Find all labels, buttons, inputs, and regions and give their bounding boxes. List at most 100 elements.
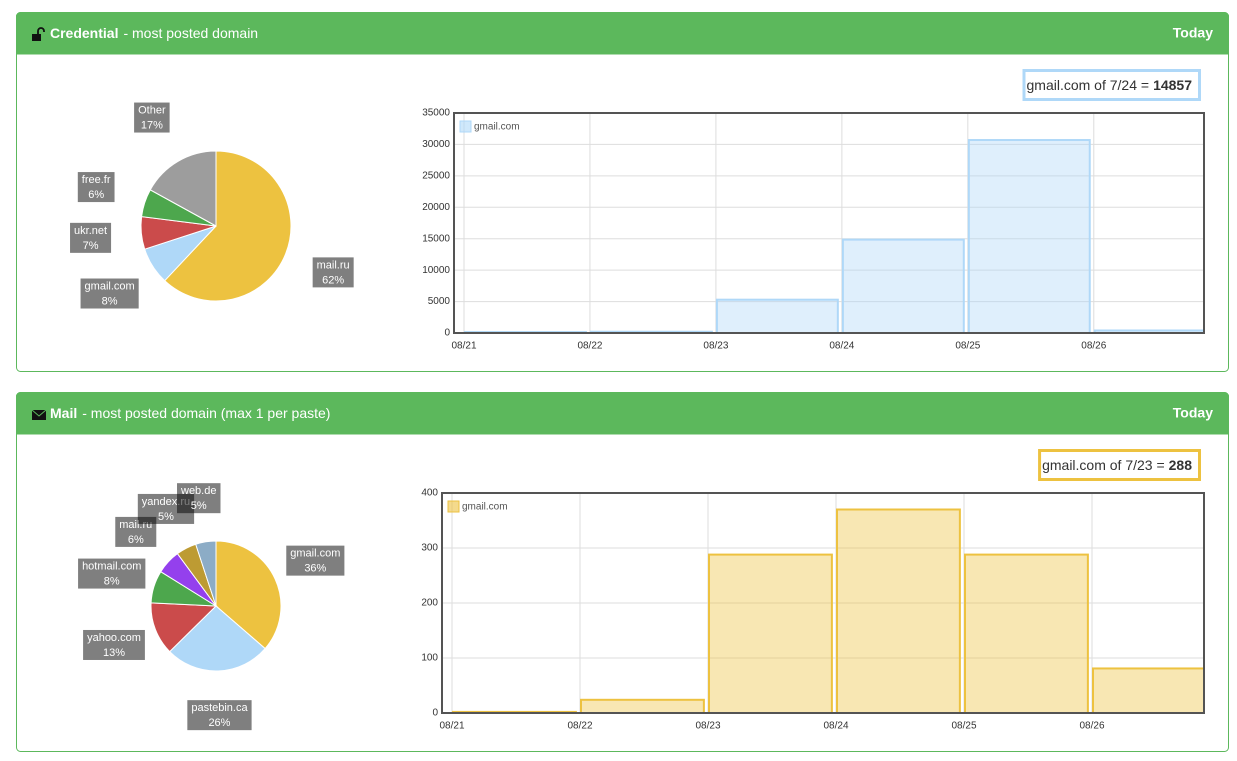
y-tick-label: 10000 bbox=[422, 265, 450, 276]
pie-label-box bbox=[83, 629, 145, 660]
y-tick-label: 300 bbox=[421, 543, 438, 554]
y-tick-label: 30000 bbox=[422, 139, 450, 150]
tooltip-box bbox=[1038, 449, 1201, 481]
x-tick-label: 08/24 bbox=[823, 721, 848, 732]
y-tick-label: 200 bbox=[421, 598, 438, 609]
panel-subtitle: - most posted domain (max 1 per paste) bbox=[82, 405, 330, 421]
pie-value-label: 8% bbox=[104, 575, 120, 587]
lock-icon bbox=[32, 34, 41, 41]
pie-label-box bbox=[134, 102, 170, 133]
x-tick-label: 08/25 bbox=[955, 341, 980, 352]
pie-slice bbox=[215, 540, 282, 650]
pie-label: free.fr bbox=[82, 174, 111, 186]
mail-icon-flap bbox=[31, 409, 47, 417]
y-tick-label: 100 bbox=[421, 653, 438, 664]
tooltip-value: 14857 bbox=[1153, 77, 1192, 93]
tooltip: gmail.com of 7/23 = 288 bbox=[1042, 457, 1192, 473]
bar bbox=[841, 238, 965, 334]
pie-label: hotmail.com bbox=[82, 560, 141, 572]
legend-label: gmail.com bbox=[462, 502, 508, 513]
plot-border bbox=[441, 492, 1205, 714]
tooltip-box bbox=[1022, 69, 1201, 101]
pie-value-label: 13% bbox=[103, 647, 125, 659]
pie-value-label: 7% bbox=[83, 240, 99, 252]
y-tick-label: 400 bbox=[421, 488, 438, 499]
pie-slice bbox=[168, 605, 266, 672]
legend-swatch bbox=[447, 500, 460, 513]
pie-label: yahoo.com bbox=[87, 632, 141, 644]
panel-period: Today bbox=[1173, 25, 1213, 41]
panel-subtitle: - most posted domain bbox=[123, 25, 258, 41]
pie-label-box bbox=[286, 545, 345, 576]
x-tick-label: 08/23 bbox=[703, 341, 728, 352]
pie-label-box bbox=[312, 257, 354, 288]
pie-label-box bbox=[77, 172, 115, 203]
tooltip-text: gmail.com of 7/23 = bbox=[1042, 457, 1165, 473]
pie-label-box bbox=[187, 700, 252, 731]
pie-label: gmail.com bbox=[290, 548, 340, 560]
legend-swatch bbox=[459, 120, 472, 133]
tooltip-value: 288 bbox=[1169, 457, 1193, 473]
y-tick-label: 0 bbox=[432, 708, 438, 719]
x-tick-label: 08/21 bbox=[439, 721, 464, 732]
panel-period: Today bbox=[1173, 405, 1213, 421]
x-tick-label: 08/21 bbox=[451, 341, 476, 352]
y-tick-label: 25000 bbox=[422, 170, 450, 181]
pie-label-box bbox=[70, 222, 112, 253]
y-tick-label: 0 bbox=[444, 328, 450, 339]
x-tick-label: 08/24 bbox=[829, 341, 854, 352]
pie-slice bbox=[163, 150, 292, 302]
pie-value-label: 36% bbox=[304, 563, 326, 575]
pie-value-label: 8% bbox=[102, 295, 118, 307]
mail-icon bbox=[32, 410, 46, 420]
pie-value-label: 17% bbox=[141, 119, 163, 131]
bar bbox=[836, 508, 961, 714]
pie-value-label: 6% bbox=[128, 534, 144, 546]
pie-slice bbox=[149, 150, 217, 227]
lock-icon-shackle bbox=[37, 27, 45, 34]
panel-title: Credential bbox=[50, 25, 118, 41]
legend-label: gmail.com bbox=[474, 122, 520, 133]
pie-label: Other bbox=[138, 104, 166, 116]
x-tick-label: 08/25 bbox=[951, 721, 976, 732]
panel: Credential - most posted domain Today gmail… bbox=[16, 12, 1229, 372]
bar bbox=[964, 553, 1089, 714]
pie-label: pastebin.ca bbox=[191, 702, 248, 714]
panel-heading: Credential - most posted domain bbox=[50, 25, 258, 41]
pie-label-box bbox=[177, 483, 221, 514]
y-tick-label: 20000 bbox=[422, 202, 450, 213]
x-tick-label: 08/23 bbox=[695, 721, 720, 732]
pie-value-label: 26% bbox=[208, 717, 230, 729]
pie-label: ukr.net bbox=[74, 225, 107, 237]
pie-value-label: 5% bbox=[158, 511, 174, 523]
bar bbox=[708, 553, 833, 714]
pie-label: gmail.com bbox=[85, 280, 135, 292]
pie-label-box bbox=[78, 558, 146, 589]
pie-label-box bbox=[80, 278, 139, 309]
panel: Mail - most posted domain (max 1 per past… bbox=[16, 392, 1229, 752]
bar bbox=[967, 139, 1091, 334]
pie-label: web.de bbox=[180, 485, 216, 497]
panel-heading: Mail - most posted domain (max 1 per past… bbox=[50, 405, 330, 421]
pie-value-label: 5% bbox=[191, 500, 207, 512]
pie-value-label: 62% bbox=[322, 274, 344, 286]
bar bbox=[1092, 667, 1205, 715]
x-tick-label: 08/22 bbox=[577, 341, 602, 352]
plot-border bbox=[453, 112, 1205, 334]
bar bbox=[715, 298, 839, 334]
panel-header bbox=[16, 392, 1229, 435]
y-tick-label: 5000 bbox=[428, 296, 451, 307]
y-tick-label: 35000 bbox=[422, 108, 450, 119]
pie-slice bbox=[195, 540, 217, 607]
pie-label: mail.ru bbox=[317, 259, 350, 271]
tooltip-text: gmail.com of 7/24 = bbox=[1027, 77, 1150, 93]
x-tick-label: 08/22 bbox=[567, 721, 592, 732]
tooltip: gmail.com of 7/24 = 14857 bbox=[1027, 77, 1193, 93]
y-tick-label: 15000 bbox=[422, 233, 450, 244]
panel-title: Mail bbox=[50, 405, 77, 421]
pie-value-label: 6% bbox=[88, 189, 104, 201]
x-tick-label: 08/26 bbox=[1079, 721, 1104, 732]
x-tick-label: 08/26 bbox=[1081, 341, 1106, 352]
